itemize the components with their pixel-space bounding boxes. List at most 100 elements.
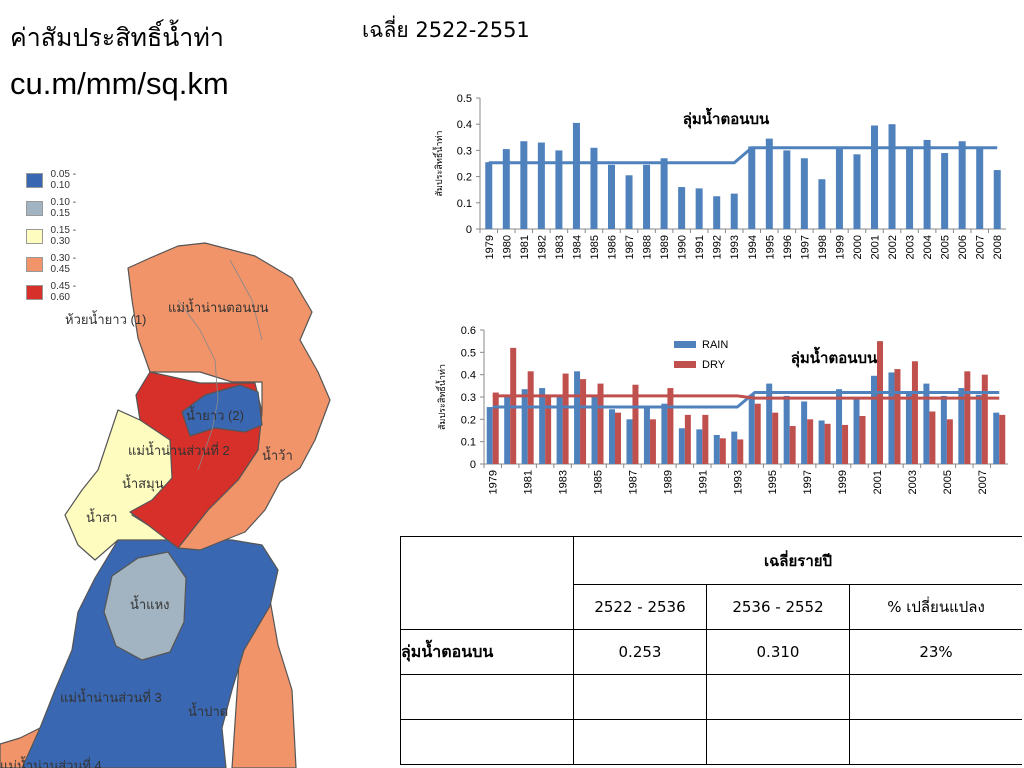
page-title: ค่าสัมประสิทธิ์น้ำท่า [10,23,224,52]
bar [730,193,738,229]
bar [539,388,546,464]
bar [545,394,552,464]
bar [504,395,511,464]
bar [649,419,656,464]
bar [748,146,756,229]
bar [993,170,1001,229]
bar [754,403,761,464]
bar [871,375,877,464]
bar [853,154,861,229]
bar [597,383,604,464]
table-cell: 0.310 [706,629,850,675]
bar [941,153,949,229]
bar [555,150,563,229]
chart-rain-coefficient: 0 0.1 0.2 0.3 0.4 0.5 1979 1980 1981 1982 1983 1984… [432,93,1006,259]
legend-label: 0.05 - 0.10 [50,169,77,191]
bar [643,407,650,464]
x-tick-label: 1991 [697,470,709,494]
x-tick-label: 2005 [942,470,954,494]
bar [643,164,651,229]
y-tick-label: 0.5 [457,93,472,105]
bar [521,389,528,464]
x-tick-label: 1997 [799,235,811,259]
y-tick-label: 0.2 [461,414,476,426]
bar [667,388,674,464]
table-row-label [400,719,574,765]
chart-rain-dry-coefficient: 0 0.1 0.2 0.3 0.4 0.5 0.6 1979 1981 1983 1985 1987 1… [435,325,1008,494]
x-tick-label: 2007 [975,235,987,259]
x-tick-label: 1992 [712,235,724,259]
bar [562,373,569,464]
legend-item: 0.05 - 0.10 [26,169,79,191]
x-tick-label: 1997 [802,470,814,494]
x-tick-label: 2002 [887,235,899,259]
bar [766,383,773,464]
x-tick-label: 2005 [940,235,952,259]
chart-title: ลุ่มน้ำตอนบน [683,107,770,129]
map-label: แม่น้ำน่านส่วนที่ 2 [128,441,230,458]
x-tick-label: 1998 [817,235,829,259]
bar [719,438,726,464]
bar [772,412,779,464]
bar [923,139,931,229]
x-tick-label: 1993 [729,235,741,259]
bar [696,429,703,464]
bar [911,361,918,464]
bar [835,149,843,229]
bar [783,395,790,464]
x-tick-label: 2004 [922,235,934,259]
bar [626,419,633,464]
summary-table: เฉลี่ยรายปี 2522 - 2536 2536 - 2552 % เป… [400,536,1022,765]
legend-label: 0.15 - 0.30 [50,225,77,247]
y-tick-label: 0.2 [457,172,472,184]
x-tick-label: 2007 [977,470,989,494]
x-tick-label: 1983 [554,235,566,259]
bar [888,124,896,229]
bar [824,423,831,464]
bar [492,392,499,464]
map-label: แม่น้ำน่านส่วนที่ 4 [0,756,102,768]
legend-swatch [26,228,43,244]
bar [871,125,878,229]
bar [574,371,581,464]
bar [731,431,738,464]
bar [737,439,744,464]
map-legend: 0.05 - 0.10 0.10 - 0.15 0.15 - 0.30 0.30… [0,0,76,303]
y-tick-label: 0 [470,459,476,471]
x-tick-label: 1979 [484,235,496,259]
bar [975,394,982,464]
x-tick-label: 1995 [767,470,779,494]
basin-map: แม่น้ำน่านตอนบน ห้วยน้ำยาว (1) น้ำยาว (2… [0,242,331,768]
legend-swatch [26,172,43,188]
x-tick-label: 1981 [523,470,535,494]
legend-item: 0.15 - 0.30 [26,225,79,247]
chart-title: ลุ่มน้ำตอนบน [791,346,878,368]
bar [684,414,691,464]
legend-item: 0.10 - 0.15 [26,197,79,219]
bar [789,426,796,464]
legend-swatch [26,284,43,300]
bar [485,162,493,229]
table-col-header: 2536 - 2552 [706,584,850,630]
table-corner [400,536,574,630]
x-tick-label: 1991 [694,235,706,259]
bar [940,395,947,464]
x-tick-label: 1999 [834,235,846,259]
x-tick-label: 1986 [607,235,619,259]
bar [906,147,914,229]
bar [572,122,580,229]
table-row-label: ลุ่มน้ำตอนบน [400,629,574,675]
bar [590,147,598,229]
x-tick-label: 1983 [558,470,570,494]
table-cell [849,674,1022,720]
bar [929,411,936,464]
bar [853,397,860,464]
x-tick-label: 1989 [659,235,671,259]
bar [537,142,545,229]
bar [625,175,633,229]
x-tick-label: 1985 [593,470,605,494]
x-tick-label: 1988 [642,235,654,259]
map-label: น้ำยาว (2) [186,406,244,423]
bar [608,164,615,229]
x-tick-label: 1984 [571,235,583,259]
